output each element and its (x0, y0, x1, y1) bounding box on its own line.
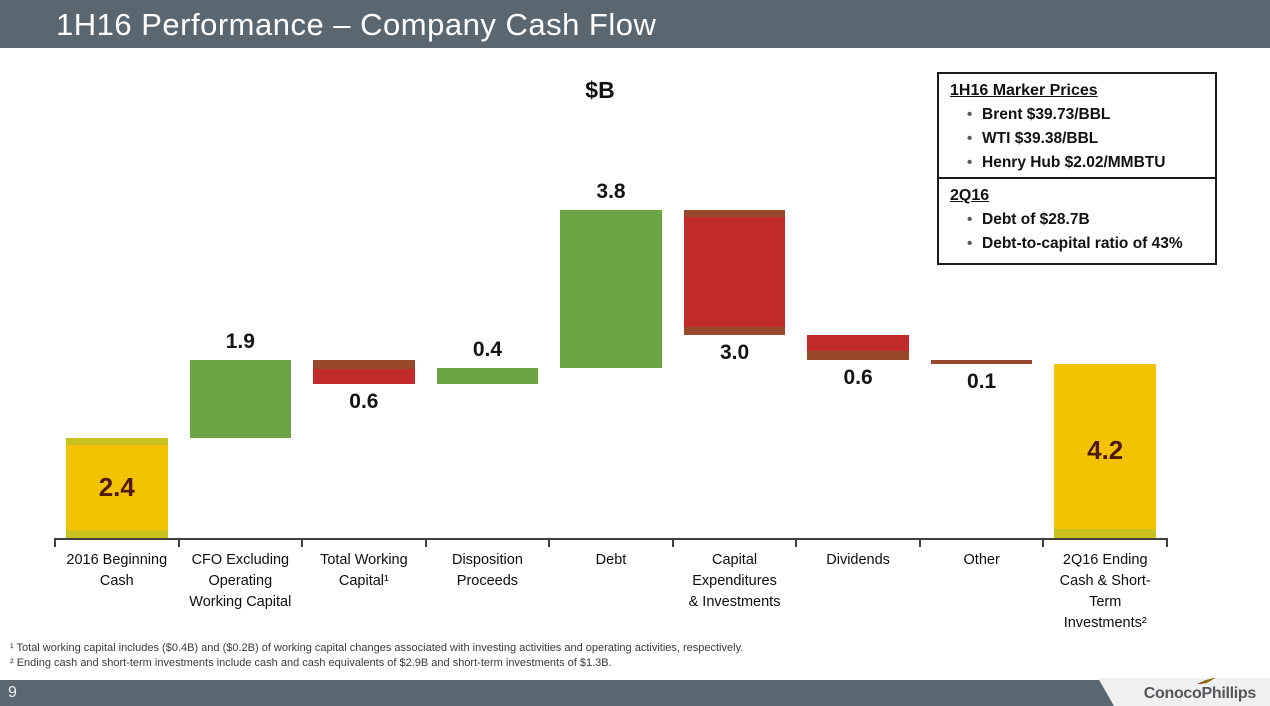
x-axis-category-label: 2Q16 Ending Cash & Short- Term Investmen… (1059, 552, 1151, 631)
bar-value-label: 1.9 (225, 329, 255, 353)
x-axis-tick (1166, 538, 1168, 547)
callout-title: 2Q16 (950, 187, 990, 204)
conocophillips-logo: ConocoPhillips (1143, 685, 1257, 702)
footnote-2: ² Ending cash and short-term investments… (10, 657, 612, 669)
x-axis-tick (795, 538, 798, 547)
x-axis-category-label: Dividends (826, 552, 890, 568)
callout-item: Debt of $28.7B (967, 208, 1204, 232)
x-axis-tick (301, 538, 304, 547)
x-axis-category-label: CFO Excluding Operating Working Capital (189, 552, 292, 610)
waterfall-bar (189, 359, 292, 439)
callout-title: 1H16 Marker Prices (950, 82, 1098, 99)
bar-value-label: 0.6 (349, 390, 379, 414)
x-axis-category-label: 2016 Beginning Cash (66, 552, 168, 589)
page-number: 9 (8, 684, 17, 701)
bar-value-label: 2.4 (98, 472, 135, 503)
header-bar: 1H16 Performance – Company Cash Flow (0, 0, 1270, 48)
x-axis-tick (1042, 538, 1045, 547)
x-axis-tick (177, 538, 180, 547)
x-axis-tick (671, 538, 674, 547)
x-axis-category-label: Capital Expenditures & Investments (688, 552, 781, 610)
x-axis-category-label: Total Working Capital¹ (320, 552, 408, 589)
x-axis-tick (918, 538, 921, 547)
footnotes: ¹ Total working capital includes ($0.4B)… (10, 641, 743, 671)
x-axis-tick (548, 538, 551, 547)
bar-value-label: 0.4 (472, 337, 503, 361)
callout-item: WTI $39.38/BBL (967, 127, 1204, 151)
chart-unit-label: $B (585, 77, 615, 103)
callout-marker-prices: 1H16 Marker Prices Brent $39.73/BBL WTI … (937, 72, 1217, 184)
x-axis-tick (54, 538, 56, 547)
footer-bar: 9 (0, 680, 1270, 706)
callout-2q16: 2Q16 Debt of $28.7B Debt-to-capital rati… (937, 177, 1217, 265)
waterfall-bar (807, 334, 909, 360)
callout-item: Henry Hub $2.02/MMBTU (967, 151, 1204, 175)
page-title: 1H16 Performance – Company Cash Flow (56, 7, 657, 42)
waterfall-bar (683, 210, 786, 335)
bar-value-label: 4.2 (1087, 434, 1124, 465)
bar-value-label: 3.8 (596, 180, 626, 204)
logo-strip: ConocoPhillips (1098, 678, 1270, 706)
bar-value-label: 3.0 (719, 340, 750, 364)
x-axis-category-label: Other (963, 552, 1000, 568)
waterfall-bar (560, 210, 662, 368)
x-axis-category-label: Disposition Proceeds (451, 552, 523, 589)
waterfall-bar (930, 359, 1033, 364)
callout-item: Debt-to-capital ratio of 43% (967, 232, 1204, 256)
bar-value-label: 0.6 (843, 365, 873, 389)
callout-list: Brent $39.73/BBL WTI $39.38/BBL Henry Hu… (950, 103, 1204, 175)
waterfall-bar (313, 359, 415, 385)
bar-value-label: 0.1 (967, 369, 997, 393)
waterfall-bar (1054, 363, 1156, 538)
waterfall-bar (436, 367, 539, 385)
callout-item: Brent $39.73/BBL (967, 103, 1204, 127)
conocophillips-swoosh-icon (1197, 678, 1217, 684)
x-axis-tick (424, 538, 427, 547)
x-axis-category-label: Debt (595, 552, 627, 568)
callout-list: Debt of $28.7B Debt-to-capital ratio of … (950, 208, 1204, 256)
waterfall-bar (66, 438, 168, 538)
footnote-1: ¹ Total working capital includes ($0.4B)… (10, 642, 744, 654)
x-axis-line (55, 538, 1167, 540)
